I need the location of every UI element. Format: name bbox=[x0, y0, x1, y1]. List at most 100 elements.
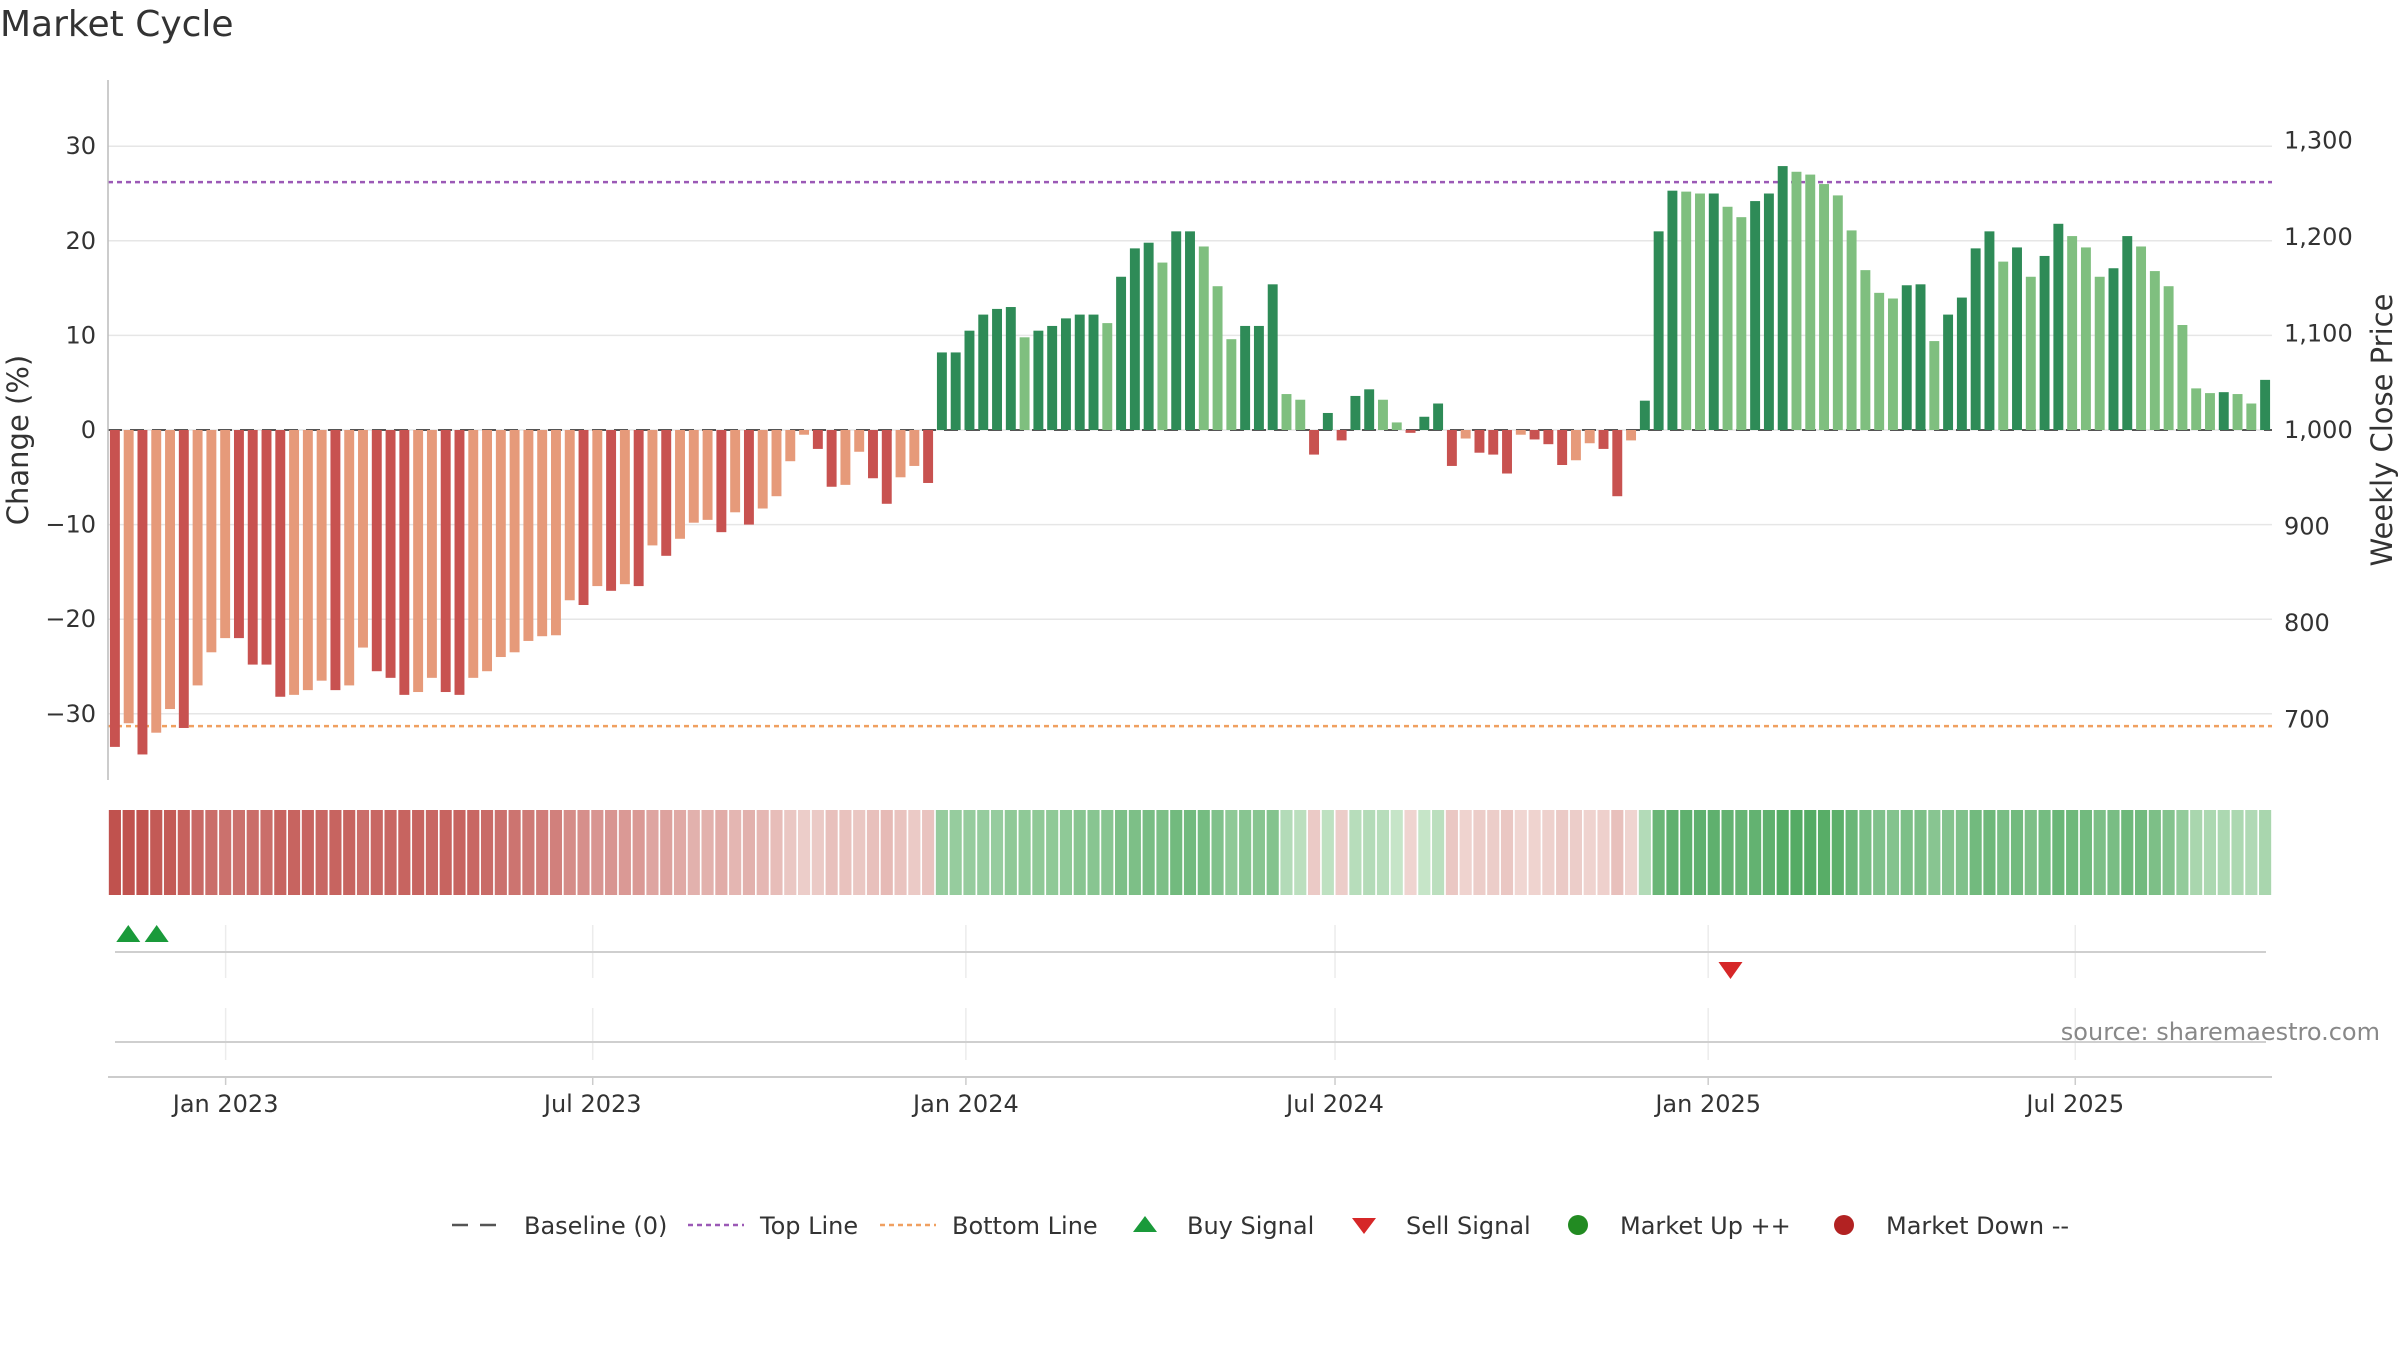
change-bar bbox=[1488, 430, 1499, 455]
legend-item-sell: Sell Signal bbox=[1352, 1212, 1531, 1240]
cycle-strip-cell bbox=[1363, 810, 1376, 895]
change-bar bbox=[1446, 430, 1457, 466]
cycle-strip-cell bbox=[1886, 810, 1900, 895]
legend: Baseline (0) Top Line Bottom Line Buy Signa… bbox=[452, 1212, 2069, 1240]
change-bar bbox=[2191, 388, 2202, 430]
cycle-strip-cell bbox=[122, 810, 135, 895]
change-bar bbox=[1639, 400, 1650, 430]
change-bar bbox=[509, 430, 520, 653]
cycle-strip-cell bbox=[1528, 810, 1541, 895]
change-bar bbox=[2080, 247, 2091, 430]
change-bar bbox=[1791, 171, 1802, 430]
y-tick-label: 20 bbox=[65, 227, 96, 255]
change-bar bbox=[1943, 314, 1954, 430]
cycle-strip-cell bbox=[1776, 810, 1789, 895]
change-bar bbox=[1736, 217, 1747, 430]
cycle-strip-cell bbox=[2134, 810, 2148, 895]
cycle-strip-cell bbox=[922, 810, 935, 895]
cycle-strip-cell bbox=[1804, 810, 1817, 895]
cycle-strip-cell bbox=[894, 810, 907, 895]
cycle-strip-cell bbox=[1115, 810, 1128, 895]
cycle-strip-cell bbox=[839, 810, 852, 895]
change-bar bbox=[220, 430, 231, 639]
cycle-strip-cell bbox=[1569, 810, 1583, 895]
cycle-strip-cell bbox=[1928, 810, 1941, 895]
sell-signal-marker bbox=[1718, 962, 1743, 979]
cycle-strip-cell bbox=[1680, 810, 1693, 895]
cycle-strip-cell bbox=[288, 810, 301, 895]
cycle-strip-cell bbox=[1335, 810, 1348, 895]
cycle-strip-cell bbox=[1611, 810, 1624, 895]
change-bar bbox=[206, 430, 217, 653]
change-bar bbox=[2136, 246, 2147, 430]
cycle-strip-cell bbox=[2093, 810, 2106, 895]
change-bar bbox=[109, 430, 120, 747]
cycle-strip-cell bbox=[1638, 810, 1651, 895]
cycle-strip-cell bbox=[1032, 810, 1045, 895]
change-bar bbox=[2246, 403, 2257, 430]
change-bar bbox=[2177, 325, 2188, 430]
change-bar bbox=[1846, 230, 1857, 430]
change-bar bbox=[2053, 223, 2064, 430]
cycle-strip-cell bbox=[1183, 810, 1197, 895]
cycle-strip-cell bbox=[1859, 810, 1872, 895]
cycle-strip-cell bbox=[1542, 810, 1555, 895]
cycle-strip-cell bbox=[2190, 810, 2203, 895]
cycle-strip-cell bbox=[412, 810, 425, 895]
change-bar bbox=[1529, 430, 1540, 440]
change-bar bbox=[1901, 285, 1912, 430]
change-bar bbox=[275, 430, 286, 697]
change-bar bbox=[358, 430, 368, 648]
cycle-strip-cell bbox=[274, 810, 287, 895]
change-bar bbox=[1653, 231, 1664, 430]
cycle-strip-cell bbox=[990, 810, 1004, 895]
cycle-strip-cell bbox=[343, 810, 356, 895]
change-bar bbox=[454, 430, 465, 695]
change-bar bbox=[482, 430, 493, 672]
change-bar bbox=[1378, 399, 1388, 430]
cycle-strip-cell bbox=[1087, 810, 1100, 895]
change-bar bbox=[1929, 341, 1940, 430]
axis-layer: 30 20 10 0 −10 −20 −30 1,300 1,200 1,100 1,000 900 8… bbox=[1, 80, 2399, 780]
change-bar bbox=[1019, 337, 1030, 430]
change-bar bbox=[2012, 247, 2022, 430]
cycle-strip-cell bbox=[1652, 810, 1665, 895]
cycle-strip-cell bbox=[356, 810, 370, 895]
change-bar bbox=[1391, 422, 1402, 430]
cycle-strip-cell bbox=[673, 810, 687, 895]
cycle-strip-cell bbox=[1390, 810, 1403, 895]
change-bar bbox=[233, 430, 244, 639]
cycle-strip-cell bbox=[701, 810, 714, 895]
change-bar bbox=[619, 430, 630, 585]
y-tick-label: 30 bbox=[65, 132, 96, 160]
cycle-strip-cell bbox=[646, 810, 659, 895]
cycle-strip-cell bbox=[232, 810, 246, 895]
legend-swatch-market-down bbox=[1834, 1215, 1854, 1235]
cycle-strip-cell bbox=[1735, 810, 1748, 895]
change-bar bbox=[675, 430, 685, 539]
x-tick-label: Jan 2024 bbox=[911, 1090, 1019, 1118]
change-bar bbox=[1708, 193, 1719, 430]
change-bar bbox=[1074, 314, 1085, 430]
change-bar bbox=[647, 430, 658, 546]
change-bar bbox=[936, 352, 947, 430]
cycle-strip-cell bbox=[136, 810, 149, 895]
cycle-strip-cell bbox=[2217, 810, 2230, 895]
change-bar bbox=[2218, 392, 2229, 430]
buy-signal-marker bbox=[144, 925, 169, 942]
y2-tick-label: 1,100 bbox=[2284, 320, 2353, 348]
change-bar bbox=[1060, 318, 1071, 430]
change-bar bbox=[1956, 297, 1967, 430]
cycle-strip-cell bbox=[522, 810, 535, 895]
cycle-strip-cell bbox=[784, 810, 797, 895]
y2-axis-title: Weekly Close Price bbox=[2365, 294, 2399, 567]
y2-tick-label: 900 bbox=[2284, 512, 2330, 540]
cycle-strip-cell bbox=[825, 810, 838, 895]
change-bar bbox=[1722, 206, 1733, 430]
cycle-strip-cell bbox=[1142, 810, 1155, 895]
cycle-strip-cell bbox=[384, 810, 397, 895]
cycle-strip-cell bbox=[977, 810, 990, 895]
change-bar bbox=[344, 430, 355, 686]
change-bar bbox=[730, 430, 741, 513]
change-bar bbox=[1419, 416, 1430, 430]
